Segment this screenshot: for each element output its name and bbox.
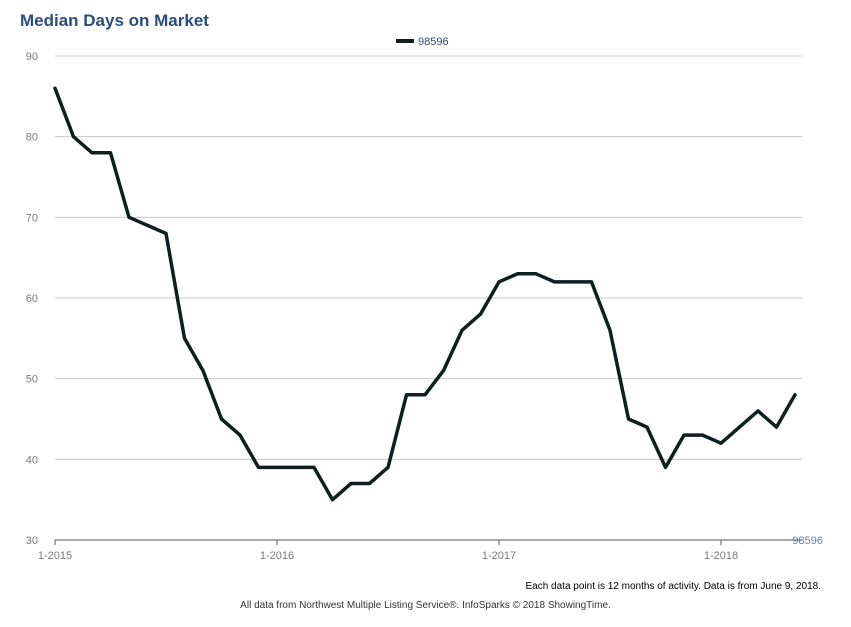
x-tick-label: 1-2018 [704,550,738,562]
data-point [423,393,427,397]
data-point [664,465,667,469]
x-tick-label: 1-2015 [38,550,72,562]
x-tick-label: 1-2016 [260,550,294,562]
data-point [682,433,686,437]
legend-label: 98596 [418,36,449,48]
data-point [72,135,75,139]
data-point [294,465,297,469]
data-point [608,328,612,332]
data-point [109,151,112,155]
legend-swatch [396,39,414,43]
data-point [127,215,131,219]
gridlines [55,55,802,460]
data-point [312,465,316,469]
data-point [220,417,223,421]
y-tick-label: 50 [26,374,38,386]
data-point [479,312,482,316]
data-point [146,223,149,227]
data-point [238,433,242,437]
legend: 98596 [396,36,449,48]
series-line-98596 [53,86,797,502]
data-point [497,280,501,284]
data-point [775,425,778,429]
data-point [534,272,538,276]
data-point [553,280,556,284]
data-point [349,482,353,486]
data-point [386,465,390,469]
x-tick-label: 1-2017 [482,550,516,562]
data-point [442,369,445,373]
y-tick-label: 80 [26,132,38,144]
data-point [719,441,723,445]
source-attribution: All data from Northwest Multiple Listing… [240,600,611,611]
data-point [368,482,371,486]
data-point [331,498,334,502]
data-point [645,425,649,429]
data-point [275,465,279,469]
data-point [793,393,797,397]
data-point [90,151,94,155]
data-point [627,417,630,421]
series-corner-label: 98596 [792,535,823,547]
data-point [590,280,593,284]
data-note: Each data point is 12 months of activity… [525,581,821,592]
data-point [405,393,408,397]
data-point [257,465,260,469]
data-point [756,409,760,413]
data-point [738,425,741,429]
data-point [201,369,205,373]
x-axis: 1-2015 1-2016 1-2017 1-2018 [38,539,802,562]
chart-title: Median Days on Market [20,11,209,30]
series-group [53,86,797,502]
data-point [516,272,519,276]
data-point [164,231,168,235]
y-tick-label: 30 [26,535,38,547]
y-tick-label: 90 [26,51,38,63]
y-tick-label: 40 [26,454,38,466]
y-tick-label: 60 [26,293,38,305]
data-point [183,336,186,340]
data-point [460,328,464,332]
y-tick-label: 70 [26,212,38,224]
data-point [53,86,57,90]
data-point [571,280,575,284]
data-point [701,433,704,437]
y-axis: 30 40 50 60 70 80 90 [26,51,38,547]
